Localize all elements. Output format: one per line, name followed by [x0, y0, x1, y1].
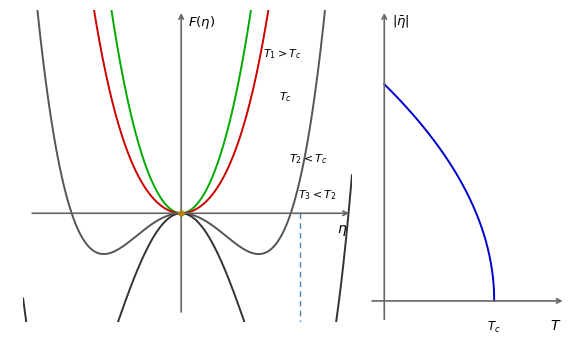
- Text: $T$: $T$: [550, 319, 562, 334]
- Text: $T_c$: $T_c$: [488, 319, 501, 335]
- Text: $T_c$: $T_c$: [279, 90, 292, 104]
- Text: $\eta$: $\eta$: [336, 223, 347, 238]
- Text: $T_2 < T_c$: $T_2 < T_c$: [288, 152, 327, 166]
- Text: $F(\eta)$: $F(\eta)$: [188, 14, 215, 31]
- Text: $T_3 < T_2$: $T_3 < T_2$: [298, 188, 337, 202]
- Text: $|\bar{\eta}|$: $|\bar{\eta}|$: [392, 13, 410, 30]
- Text: $T_1 > T_c$: $T_1 > T_c$: [264, 47, 302, 61]
